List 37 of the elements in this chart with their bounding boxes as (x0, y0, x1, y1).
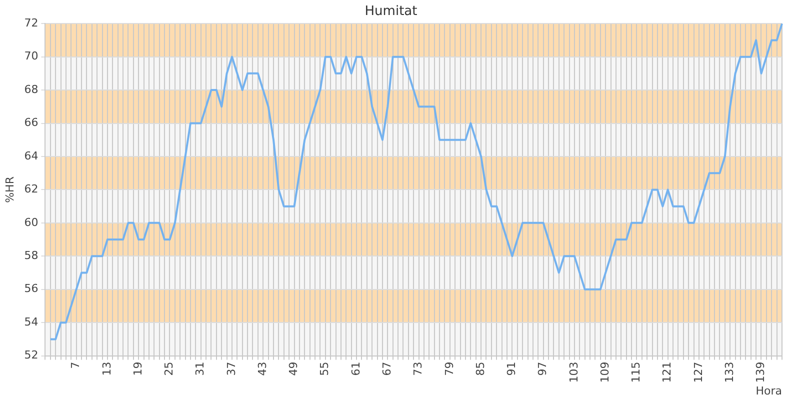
y-tick-label: 52 (24, 348, 38, 362)
y-tick-label: 68 (24, 82, 38, 96)
x-tick-label: 103 (567, 362, 580, 383)
x-tick-label: 73 (412, 362, 425, 376)
y-tick-label: 62 (24, 182, 38, 196)
x-tick-label: 79 (442, 362, 456, 376)
x-tick-label: 61 (349, 362, 362, 376)
x-axis-title: Hora (756, 384, 782, 398)
y-tick-label: 70 (24, 50, 38, 63)
x-tick-label: 91 (505, 362, 518, 376)
x-tick-label: 139 (754, 362, 768, 383)
x-tick-label: 121 (660, 362, 674, 383)
x-tick-label: 37 (224, 362, 238, 376)
x-tick-label: 49 (287, 362, 300, 376)
y-tick-label: 58 (24, 249, 38, 262)
y-tick-label: 64 (24, 149, 38, 162)
y-tick-label: 56 (24, 282, 38, 296)
x-tick-label: 31 (194, 362, 207, 376)
x-tick-label: 25 (162, 362, 176, 376)
x-tick-label: 67 (380, 362, 394, 376)
x-tick-label: 115 (630, 362, 643, 383)
y-axis-title: %HR (3, 176, 16, 203)
y-tick-label: 54 (24, 315, 38, 328)
chart-title: Humitat (364, 4, 418, 20)
x-tick-label: 19 (131, 362, 144, 376)
x-tick-label: 7 (69, 362, 82, 369)
x-tick-label: 127 (692, 362, 705, 383)
x-tick-label: 55 (318, 362, 332, 376)
x-tick-label: 133 (722, 362, 736, 383)
y-tick-label: 72 (24, 16, 38, 30)
x-tick-label: 97 (536, 362, 550, 376)
x-tick-label: 85 (474, 362, 487, 376)
x-tick-label: 13 (100, 362, 114, 376)
y-tick-label: 66 (24, 116, 38, 130)
y-tick-label: 60 (24, 216, 38, 229)
x-tick-label: 109 (598, 362, 612, 383)
x-tick-label: 43 (256, 362, 269, 376)
